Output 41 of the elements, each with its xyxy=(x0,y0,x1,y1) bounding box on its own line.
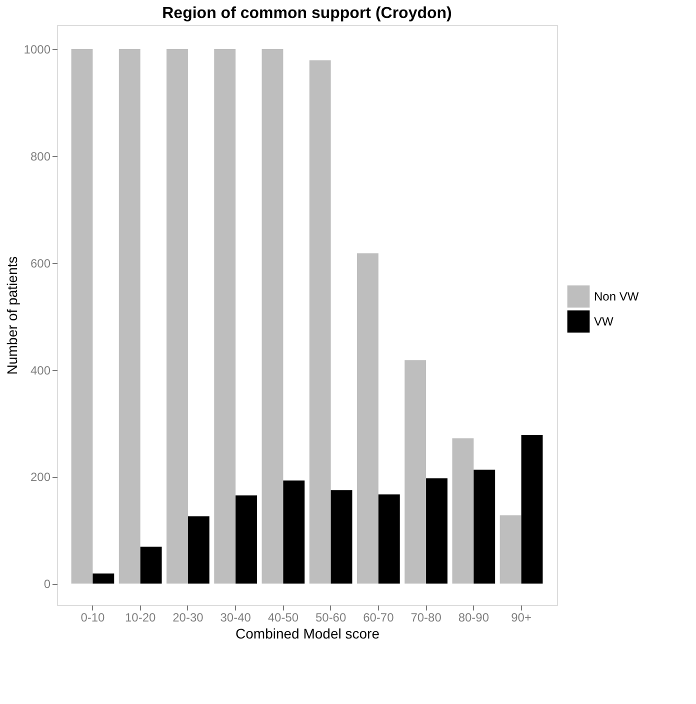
y-tick-label: 600 xyxy=(30,256,51,270)
x-tick-label: 90+ xyxy=(511,610,532,624)
bar xyxy=(404,360,426,584)
x-tick-label: 0-10 xyxy=(80,610,106,624)
bar xyxy=(188,516,210,584)
bar xyxy=(330,490,352,584)
y-tick-label: 400 xyxy=(30,363,51,378)
y-tick-label: 1000 xyxy=(24,42,51,57)
x-tick-label: 50-60 xyxy=(315,610,346,624)
bar xyxy=(378,494,400,584)
bar xyxy=(309,60,331,584)
bar xyxy=(452,438,474,584)
x-tick-label: 60-70 xyxy=(363,610,394,624)
x-tick-label: 10-20 xyxy=(124,610,156,624)
legend-label: VW xyxy=(594,314,614,328)
x-tick-label: 40-50 xyxy=(268,610,299,624)
bar xyxy=(236,495,257,584)
x-tick-label: 70-80 xyxy=(410,610,442,624)
x-tick-label: 80-90 xyxy=(458,610,490,624)
bar xyxy=(118,49,140,584)
legend-label: Non VW xyxy=(594,290,640,304)
bar xyxy=(500,515,522,584)
x-tick-label: 20-30 xyxy=(172,610,204,624)
bar xyxy=(140,546,162,584)
bar xyxy=(166,49,188,584)
bar xyxy=(71,49,93,584)
y-tick-label: 0 xyxy=(44,577,51,592)
y-axis-title: Number of patients xyxy=(4,256,20,375)
bar xyxy=(521,435,543,584)
bar xyxy=(92,573,114,584)
chart-title: Region of common support (Croydon) xyxy=(162,5,452,22)
y-tick-label: 800 xyxy=(30,149,51,164)
x-axis-title: Combined Model score xyxy=(236,626,380,642)
bar xyxy=(214,49,236,584)
y-tick-label: 200 xyxy=(30,470,51,484)
bar xyxy=(262,49,284,584)
bar xyxy=(426,478,448,584)
x-tick-label: 30-40 xyxy=(220,610,252,624)
bar xyxy=(474,470,496,584)
bar xyxy=(357,253,378,584)
bar xyxy=(283,480,305,584)
